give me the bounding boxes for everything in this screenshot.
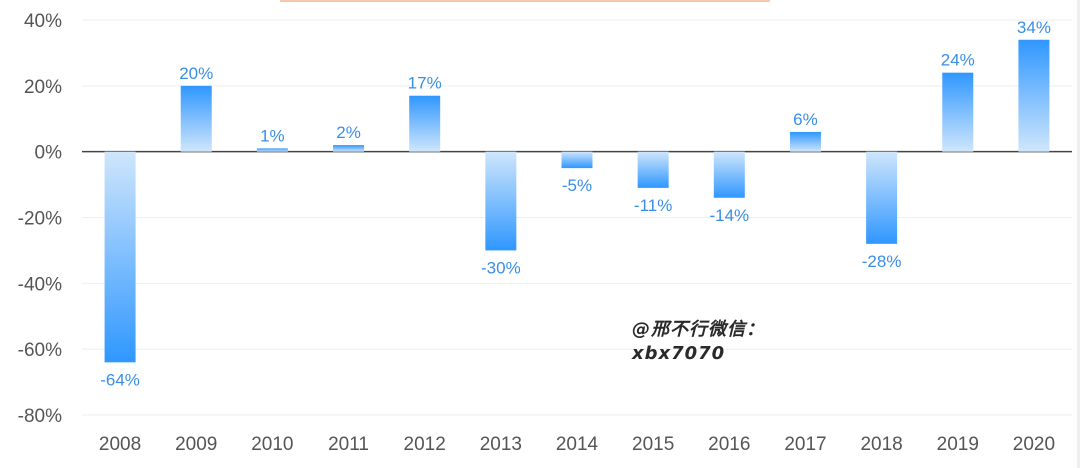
bar	[1018, 39, 1050, 152]
bar	[637, 151, 669, 188]
x-tick-label: 2019	[937, 434, 979, 455]
bar	[409, 95, 441, 152]
bar	[104, 151, 136, 363]
bar	[256, 148, 288, 152]
bar	[485, 151, 517, 251]
y-tick-label: 40%	[24, 11, 62, 32]
data-label: -30%	[481, 258, 521, 277]
bar	[789, 131, 821, 152]
bar	[942, 72, 974, 152]
data-label: -64%	[100, 370, 140, 389]
y-tick-label: 0%	[35, 143, 63, 164]
x-tick-label: 2009	[175, 434, 217, 455]
data-label: 17%	[408, 74, 442, 93]
data-label: 24%	[941, 51, 975, 70]
x-tick-label: 2013	[480, 434, 522, 455]
x-tick-label: 2018	[860, 434, 902, 455]
x-tick-label: 2017	[784, 434, 826, 455]
data-label: 6%	[793, 110, 818, 129]
data-label: 20%	[179, 64, 213, 83]
x-tick-label: 2015	[632, 434, 674, 455]
y-tick-label: -80%	[18, 406, 62, 427]
data-label: 1%	[260, 126, 285, 145]
y-tick-label: -20%	[18, 209, 62, 230]
data-label: -14%	[709, 206, 749, 225]
y-tick-label: -60%	[18, 340, 62, 361]
data-label: -28%	[862, 252, 902, 271]
watermark-line-2: xbx7070	[632, 343, 726, 364]
x-tick-label: 2012	[404, 434, 446, 455]
x-tick-label: 2020	[1013, 434, 1055, 455]
top-accent-bar	[280, 0, 770, 2]
bar	[333, 145, 365, 152]
watermark-text: @邢不行微信： xbx7070	[632, 318, 765, 366]
x-tick-label: 2008	[99, 434, 141, 455]
x-tick-label: 2016	[708, 434, 750, 455]
bar	[561, 151, 593, 169]
x-tick-label: 2011	[328, 434, 369, 455]
data-label: -5%	[562, 176, 592, 195]
data-label: 34%	[1017, 18, 1051, 37]
watermark-line-1: @邢不行微信：	[632, 319, 765, 340]
data-label: -11%	[634, 196, 672, 215]
data-label: 2%	[336, 123, 361, 142]
bar	[180, 85, 212, 152]
x-tick-label: 2010	[251, 434, 293, 455]
y-tick-label: -40%	[18, 274, 62, 295]
x-tick-label: 2014	[556, 434, 599, 455]
bar	[866, 151, 898, 244]
y-tick-label: 20%	[24, 77, 62, 98]
frame-edge	[1077, 0, 1080, 468]
bar	[713, 151, 745, 198]
